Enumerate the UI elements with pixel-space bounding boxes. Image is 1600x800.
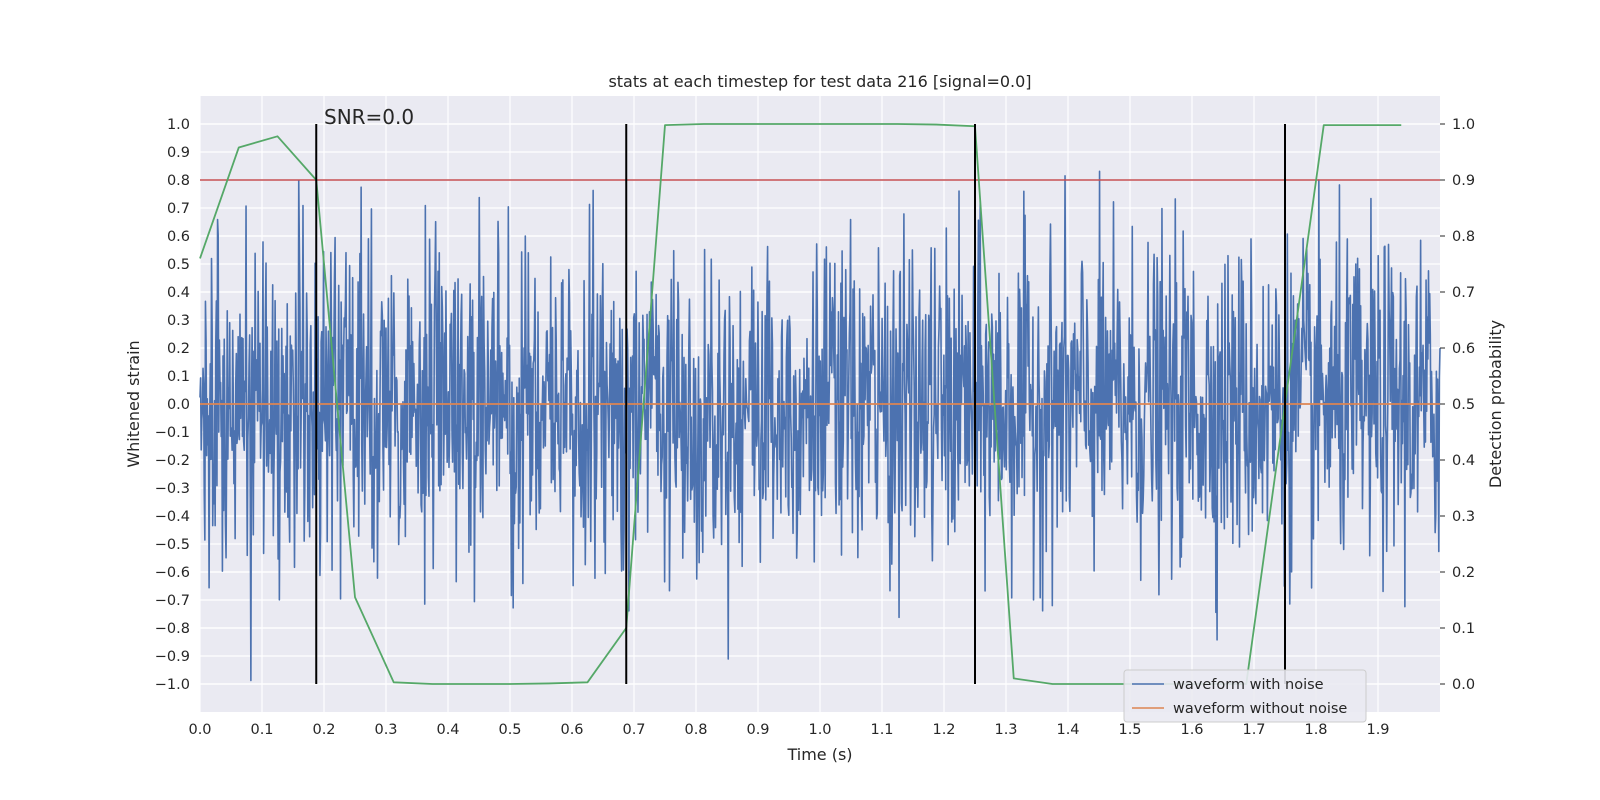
y2-tick-label: 0.1: [1452, 621, 1475, 637]
x-tick-label: 0.3: [374, 722, 397, 738]
y-tick-label: 1.0: [167, 117, 190, 133]
y2-tick-label: 0.9: [1452, 173, 1475, 189]
y2-tick-label: 0.7: [1452, 285, 1475, 301]
y-tick-label: −0.3: [155, 481, 190, 497]
y2-tick-label: 0.0: [1452, 677, 1475, 693]
x-tick-label: 1.1: [870, 722, 893, 738]
x-tick-label: 1.3: [994, 722, 1017, 738]
y-tick-label: 0.1: [167, 369, 190, 385]
y2-tick-label: 0.4: [1452, 453, 1475, 469]
data-layer: [199, 123, 1441, 685]
y-tick-label: −0.7: [155, 593, 190, 609]
y-tick-label: 0.0: [167, 397, 190, 413]
y-tick-label: −0.2: [155, 453, 190, 469]
x-tick-label: 0.6: [560, 722, 583, 738]
y-tick-label: −0.6: [155, 565, 190, 581]
x-tick-label: 1.2: [932, 722, 955, 738]
x-tick-label: 0.9: [746, 722, 769, 738]
y-tick-label: 0.6: [167, 229, 190, 245]
x-tick-label: 0.5: [498, 722, 521, 738]
legend-label-noise: waveform with noise: [1173, 677, 1324, 693]
y-tick-label: −1.0: [155, 677, 190, 693]
x-tick-label: 1.8: [1304, 722, 1327, 738]
x-tick-label: 0.7: [622, 722, 645, 738]
y-axis-label: Whitened strain: [124, 340, 143, 467]
y2-tick-label: 0.2: [1452, 565, 1475, 581]
y-tick-label: −0.5: [155, 537, 190, 553]
y-tick-labels: 1.0 0.9 0.8 0.7 0.6 0.5 0.4 0.3 0.2 0.1 0.0 −0.1 −0.…: [155, 117, 190, 693]
y-tick-label: 0.2: [167, 341, 190, 357]
x-tick-label: 1.7: [1242, 722, 1265, 738]
y2-tick-label: 0.6: [1452, 341, 1475, 357]
y-tick-label: 0.4: [167, 285, 190, 301]
x-tick-label: 0.4: [436, 722, 459, 738]
snr-annotation: SNR=0.0: [324, 105, 414, 129]
x-tick-label: 1.5: [1118, 722, 1141, 738]
legend-label-clean: waveform without noise: [1173, 701, 1347, 717]
series-waveform-with-noise: [199, 170, 1441, 682]
legend-box: [1123, 669, 1367, 723]
x-tick-label: 1.6: [1180, 722, 1203, 738]
x-tick-label: 0.8: [684, 722, 707, 738]
y-tick-label: 0.5: [167, 257, 190, 273]
x-tick-label: 0.0: [188, 722, 211, 738]
x-tick-label: 0.2: [312, 722, 335, 738]
y-tick-label: −0.1: [155, 425, 190, 441]
y2-tick-label: 0.3: [1452, 509, 1475, 525]
y-tick-label: 0.3: [167, 313, 190, 329]
x-tick-label: 1.9: [1366, 722, 1389, 738]
y2-tick-label: 0.5: [1452, 397, 1475, 413]
y-tick-label: −0.4: [155, 509, 190, 525]
y-tick-label: 0.8: [167, 173, 190, 189]
y2-axis-label: Detection probability: [1486, 320, 1505, 488]
legend: waveform with noise waveform without noi…: [1123, 669, 1367, 723]
x-tick-label: 1.0: [808, 722, 831, 738]
x-axis-label: Time (s): [786, 745, 852, 764]
y-tick-label: −0.9: [155, 649, 190, 665]
y-tick-label: −0.8: [155, 621, 190, 637]
y-tick-label: 0.7: [167, 201, 190, 217]
x-tick-labels: 0.0 0.1 0.2 0.3 0.4 0.5 0.6 0.7 0.8 0.9 1.0 1.1 1.2 1…: [188, 722, 1389, 738]
y2-tick-label: 0.8: [1452, 229, 1475, 245]
chart-title: stats at each timestep for test data 216…: [608, 72, 1031, 91]
x-tick-label: 0.1: [250, 722, 273, 738]
y-tick-label: 0.9: [167, 145, 190, 161]
x-tick-label: 1.4: [1056, 722, 1079, 738]
y2-tick-label: 1.0: [1452, 117, 1475, 133]
y2-tick-labels: 1.0 0.9 0.8 0.7 0.6 0.5 0.4 0.3 0.2 0.1 0.0: [1440, 117, 1475, 693]
